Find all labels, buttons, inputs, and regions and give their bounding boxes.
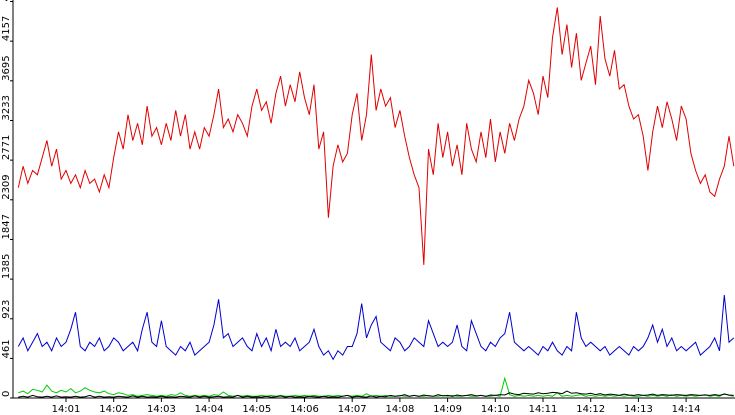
y-tick-label: 2771 [1, 135, 12, 160]
x-tick-label: 14:06 [290, 404, 319, 415]
x-tick-label: 14:11 [529, 404, 558, 415]
series-line [18, 376, 734, 397]
x-tick-label: 14:12 [576, 404, 605, 415]
x-tick-label: 14:02 [99, 404, 128, 415]
y-tick-label: 3233 [1, 95, 12, 120]
y-tick-label: 1385 [1, 254, 12, 279]
x-tick-label: 14:05 [242, 404, 271, 415]
y-tick-label: 461 [1, 339, 12, 358]
x-tick-label: 14:01 [52, 404, 81, 415]
y-tick-label: 0 [1, 391, 12, 397]
x-tick-label: 14:04 [195, 404, 224, 415]
x-tick-label: 14:10 [481, 404, 510, 415]
series-line [17, 7, 735, 265]
x-tick-label: 14:03 [147, 404, 176, 415]
series-line [17, 294, 735, 361]
y-tick-label: 2309 [1, 174, 12, 199]
y-tick-label: 1847 [1, 214, 12, 239]
x-tick-label: 14:14 [672, 404, 701, 415]
y-tick-label: 4157 [1, 16, 12, 41]
x-tick-label: 14:07 [338, 404, 367, 415]
x-tick-label: 14:08 [385, 404, 414, 415]
series-line [18, 390, 734, 398]
y-tick-label: 923 [1, 300, 12, 319]
x-tick-label: 14:13 [624, 404, 653, 415]
y-tick-label: 3695 [1, 55, 12, 80]
x-tick-label: 14:09 [433, 404, 462, 415]
